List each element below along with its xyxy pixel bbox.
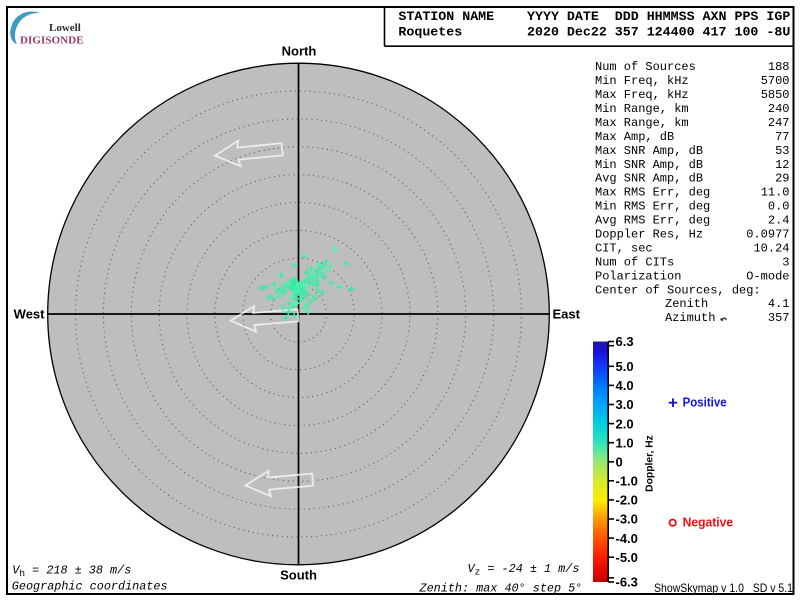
svg-text:Polarization: Polarization xyxy=(595,269,681,283)
svg-text:247: 247 xyxy=(768,116,790,130)
svg-text:Center of Sources, deg:: Center of Sources, deg: xyxy=(595,283,761,297)
svg-text:10.24: 10.24 xyxy=(753,241,789,255)
svg-text:CIT, sec: CIT, sec xyxy=(595,241,653,255)
svg-text:ShowSkymap v 1.0 SD v 5.1: ShowSkymap v 1.0 SD v 5.1 xyxy=(654,581,793,595)
svg-text:Positive: Positive xyxy=(683,395,727,410)
svg-text:3: 3 xyxy=(782,255,789,269)
svg-text:Max SNR Amp, dB: Max SNR Amp, dB xyxy=(595,144,703,158)
svg-text:Min SNR Amp, dB: Min SNR Amp, dB xyxy=(595,158,703,172)
svg-text:4.1: 4.1 xyxy=(768,297,790,311)
svg-text:Max Freq, kHz: Max Freq, kHz xyxy=(595,88,689,102)
svg-text:6.3: 6.3 xyxy=(616,334,634,349)
svg-text:-6.3: -6.3 xyxy=(616,575,638,590)
svg-text:0.0977: 0.0977 xyxy=(746,228,789,242)
svg-text:Max Amp, dB: Max Amp, dB xyxy=(595,130,674,144)
svg-text:Zenith: Zenith xyxy=(665,297,708,311)
svg-text:240: 240 xyxy=(768,102,790,116)
svg-text:Min Range, km: Min Range, km xyxy=(595,102,689,116)
svg-text:Zenith: max 40° step 5°: Zenith: max 40° step 5° xyxy=(419,581,583,595)
svg-text:YYYY DATE DDD HHMMSS AXN PPS: YYYY DATE DDD HHMMSS AXN PPS IGP xyxy=(527,9,790,24)
svg-text:2.4: 2.4 xyxy=(768,214,790,228)
svg-text:Avg RMS Err, deg: Avg RMS Err, deg xyxy=(595,214,710,228)
svg-text:5.0: 5.0 xyxy=(616,359,634,374)
svg-text:Avg SNR Amp, dB: Avg SNR Amp, dB xyxy=(595,172,703,186)
svg-text:Doppler Res, Hz: Doppler Res, Hz xyxy=(595,228,703,242)
svg-text:188: 188 xyxy=(768,60,790,74)
svg-text:Doppler, Hz: Doppler, Hz xyxy=(645,435,656,492)
svg-text:O-mode: O-mode xyxy=(746,269,789,283)
svg-text:11.0: 11.0 xyxy=(761,186,790,200)
svg-text:Min RMS Err, deg: Min RMS Err, deg xyxy=(595,200,710,214)
svg-text:West: West xyxy=(14,306,45,321)
svg-text:-1.0: -1.0 xyxy=(616,474,638,489)
svg-text:53: 53 xyxy=(775,144,789,158)
svg-text:12: 12 xyxy=(775,158,789,172)
svg-text:2020 Dec22 357 124400 417 100: 2020 Dec22 357 124400 417 100 -8U xyxy=(527,25,790,40)
svg-text:Roquetes: Roquetes xyxy=(398,25,462,40)
svg-text:South: South xyxy=(280,568,317,583)
svg-text:-5.0: -5.0 xyxy=(616,550,638,565)
svg-text:North: North xyxy=(282,44,317,59)
svg-text:Num of Sources: Num of Sources xyxy=(595,60,696,74)
svg-text:Azimuth: Azimuth xyxy=(665,311,715,325)
svg-text:Vh = 218 ± 38 m/s: Vh = 218 ± 38 m/s xyxy=(12,563,131,579)
svg-text:East: East xyxy=(553,306,581,321)
svg-text:77: 77 xyxy=(775,130,789,144)
svg-text:Num of CITs: Num of CITs xyxy=(595,255,674,269)
svg-text:29: 29 xyxy=(775,172,789,186)
svg-text:4.0: 4.0 xyxy=(616,378,634,393)
svg-text:-2.0: -2.0 xyxy=(616,493,638,508)
svg-text:Geographic coordinates: Geographic coordinates xyxy=(12,580,168,594)
svg-text:DIGISONDE: DIGISONDE xyxy=(20,35,84,47)
svg-text:Lowell: Lowell xyxy=(49,22,81,34)
svg-text:Min Freq, kHz: Min Freq, kHz xyxy=(595,74,689,88)
svg-text:Max Range, km: Max Range, km xyxy=(595,116,689,130)
svg-text:Negative: Negative xyxy=(683,515,734,530)
svg-text:5700: 5700 xyxy=(761,74,790,88)
svg-text:Max RMS Err, deg: Max RMS Err, deg xyxy=(595,186,710,200)
svg-text:0: 0 xyxy=(616,454,623,469)
svg-text:1.0: 1.0 xyxy=(616,435,634,450)
svg-text:-3.0: -3.0 xyxy=(616,512,638,527)
svg-text:STATION NAME: STATION NAME xyxy=(398,9,494,24)
svg-text:3.0: 3.0 xyxy=(616,397,634,412)
svg-text:357: 357 xyxy=(768,311,790,325)
svg-text:-4.0: -4.0 xyxy=(616,531,638,546)
svg-text:2.0: 2.0 xyxy=(616,416,634,431)
svg-text:0.0: 0.0 xyxy=(768,200,790,214)
svg-text:Vz = -24 ± 1 m/s: Vz = -24 ± 1 m/s xyxy=(468,562,580,578)
svg-text:5850: 5850 xyxy=(761,88,790,102)
